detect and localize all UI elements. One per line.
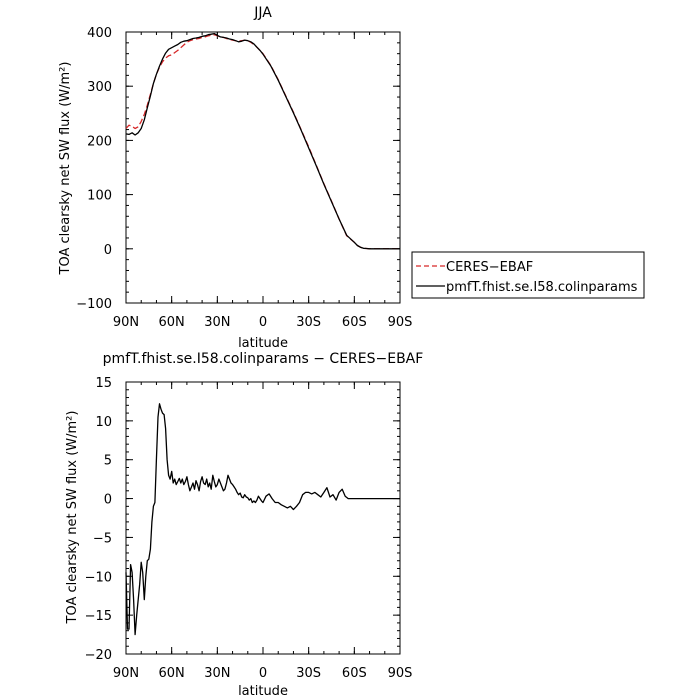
chart-title: JJA xyxy=(253,5,272,21)
bottom-panel: pmfT.fhist.se.I58.colinparams − CERES−EB… xyxy=(65,351,423,699)
x-tick-label: 60N xyxy=(159,666,185,681)
x-tick-label: 30N xyxy=(204,315,230,330)
x-tick-label: 60S xyxy=(342,666,367,681)
y-axis-label: TOA clearsky net SW flux (W/m²) xyxy=(58,62,73,276)
y-tick-label: 400 xyxy=(87,26,112,41)
y-axis-label: TOA clearsky net SW flux (W/m²) xyxy=(65,411,80,625)
y-tick-label: −15 xyxy=(85,609,112,624)
legend: CERES−EBAF pmfT.fhist.se.I58.colinparams xyxy=(411,251,645,299)
legend-label-0: CERES−EBAF xyxy=(446,260,533,275)
legend-box xyxy=(411,251,645,299)
y-tick-label: −100 xyxy=(76,297,112,312)
y-tick-label: −5 xyxy=(93,531,112,546)
plot-frame xyxy=(125,381,401,655)
y-tick-label: 200 xyxy=(87,134,112,149)
chart-title: pmfT.fhist.se.I58.colinparams − CERES−EB… xyxy=(103,351,424,367)
axes: 90N 60N 30N 0 30S 60S 90S −100 0 100 200 300 400 xyxy=(76,26,412,330)
y-tick-label: 100 xyxy=(87,189,112,204)
x-tick-label: 30S xyxy=(296,315,321,330)
y-tick-label: 10 xyxy=(95,415,112,430)
y-tick-label: 0 xyxy=(104,243,112,258)
y-tick-label: 5 xyxy=(104,454,112,469)
x-axis-label: latitude xyxy=(238,336,288,351)
x-tick-label: 90N xyxy=(113,315,139,330)
x-tick-label: 30S xyxy=(296,666,321,681)
x-tick-label: 90N xyxy=(113,666,139,681)
x-tick-label: 30N xyxy=(204,666,230,681)
y-tick-label: 0 xyxy=(104,493,112,508)
x-tick-label: 60N xyxy=(159,315,185,330)
x-tick-label: 0 xyxy=(259,666,267,681)
top-panel: JJA TOA clearsky net SW flux (W/m²) lati… xyxy=(58,5,645,351)
y-tick-label: −20 xyxy=(85,648,112,663)
y-tick-label: 300 xyxy=(87,80,112,95)
legend-label-1: pmfT.fhist.se.I58.colinparams xyxy=(446,280,638,295)
series-line-0 xyxy=(125,34,400,250)
x-tick-label: 90S xyxy=(388,666,413,681)
series-group xyxy=(125,32,400,250)
plot-frame xyxy=(125,31,401,304)
x-tick-label: 0 xyxy=(259,315,267,330)
x-tick-label: 60S xyxy=(342,315,367,330)
y-tick-label: −10 xyxy=(85,570,112,585)
x-axis-label: latitude xyxy=(238,684,288,699)
x-tick-label: 90S xyxy=(388,315,413,330)
axes: 90N 60N 30N 0 30S 60S 90S −20 −15 −10 −5 0 5 10 15 xyxy=(85,376,413,681)
series-group xyxy=(125,403,400,636)
series-line-0 xyxy=(125,403,400,636)
y-tick-label: 15 xyxy=(95,376,112,391)
series-line-1 xyxy=(125,32,400,250)
